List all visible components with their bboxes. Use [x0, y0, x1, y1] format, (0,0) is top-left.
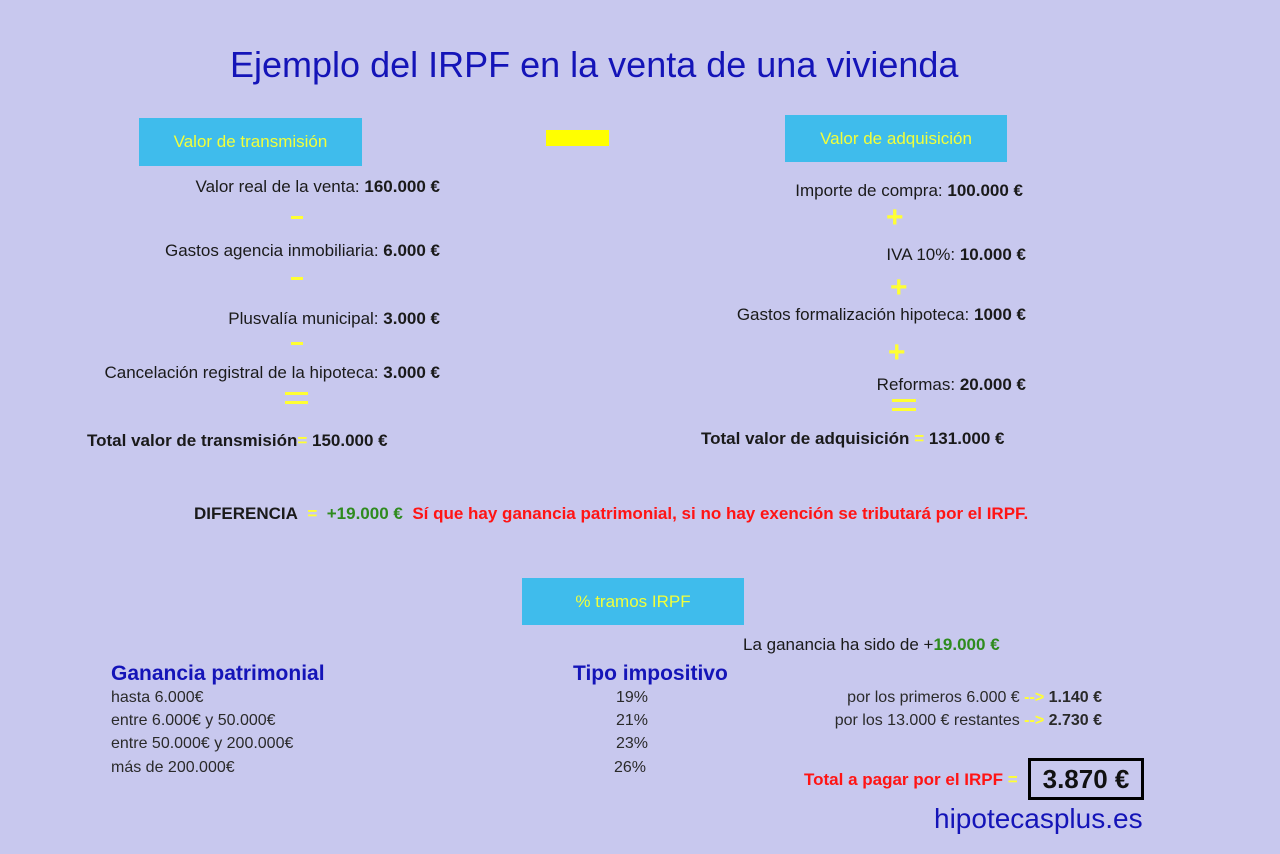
diferencia-line: DIFERENCIA = +19.000 € Sí que hay gananc…: [194, 504, 1028, 524]
tramo-rate: 19%: [616, 689, 649, 706]
adquisicion-header: Valor de adquisición: [785, 115, 1007, 162]
equals-sign-top: [285, 392, 308, 395]
adquisicion-total: Total valor de adquisición = 131.000 €: [701, 429, 1005, 448]
calculo-line-0: por los primeros 6.000 € --> 1.140 €: [847, 689, 1102, 706]
total-irpf-box: 3.870 €: [1028, 758, 1144, 800]
tramo-rate: 26%: [614, 759, 647, 776]
diferencia-eq: =: [307, 504, 318, 523]
tramo-range: hasta 6.000€: [111, 689, 204, 706]
minus-sign: [291, 342, 303, 345]
transmision-item-0: Valor real de la venta: 160.000 €: [195, 177, 440, 196]
adquisicion-header-label: Valor de adquisición: [820, 128, 972, 148]
diferencia-note: Sí que hay ganancia patrimonial, si no h…: [412, 504, 1029, 523]
plus-sign: +: [890, 271, 908, 304]
transmision-total: Total valor de transmisión= 150.000 €: [87, 431, 388, 450]
tramo-range: entre 50.000€ y 200.000€: [111, 735, 294, 752]
transmision-item-1: Gastos agencia inmobiliaria: 6.000 €: [164, 241, 440, 260]
minus-sign: [291, 277, 303, 280]
ganancia-line: La ganancia ha sido de +19.000 €: [743, 635, 1000, 654]
page-title: Ejemplo del IRPF en la venta de una vivi…: [230, 44, 959, 85]
equals-sign-top: [892, 399, 916, 402]
plus-sign: +: [886, 201, 904, 234]
transmision-header-label: Valor de transmisión: [173, 132, 328, 151]
minus-sign: [291, 216, 303, 219]
transmision-item-2: Plusvalía municipal: 3.000 €: [228, 309, 440, 328]
adquisicion-item-3: Reformas: 20.000 €: [876, 375, 1026, 394]
tramo-range: entre 6.000€ y 50.000€: [111, 712, 276, 729]
equals-sign-bottom: [285, 401, 308, 404]
adquisicion-item-2: Gastos formalización hipoteca: 1000 €: [736, 305, 1026, 324]
tramo-rate: 21%: [616, 712, 649, 729]
calculo-line-1: por los 13.000 € restantes --> 2.730 €: [834, 712, 1102, 729]
equals-sign-bottom: [892, 408, 916, 411]
diferencia-label: DIFERENCIA: [194, 504, 298, 523]
tramos-header: % tramos IRPF: [522, 578, 744, 625]
transmision-header: Valor de transmisión: [139, 118, 362, 166]
tramos-header-label: % tramos IRPF: [575, 591, 691, 611]
transmision-item-3: Cancelación registral de la hipoteca: 3.…: [104, 363, 440, 382]
total-irpf-label: Total a pagar por el IRPF =: [804, 770, 1018, 789]
tramo-rate: 23%: [616, 735, 649, 752]
plus-sign: +: [888, 336, 906, 369]
adquisicion-item-1: IVA 10%: 10.000 €: [886, 245, 1026, 264]
total-irpf-value: 3.870 €: [1042, 763, 1130, 794]
col-ganancia-header: Ganancia patrimonial: [111, 662, 325, 685]
col-tipo-header: Tipo impositivo: [573, 662, 728, 685]
tramo-range: más de 200.000€: [111, 759, 235, 776]
minus-sign-main: [546, 130, 609, 146]
site-brand: hipotecasplus.es: [934, 803, 1143, 834]
diferencia-value: +19.000 €: [326, 504, 403, 523]
adquisicion-item-0: Importe de compra: 100.000 €: [795, 181, 1023, 200]
